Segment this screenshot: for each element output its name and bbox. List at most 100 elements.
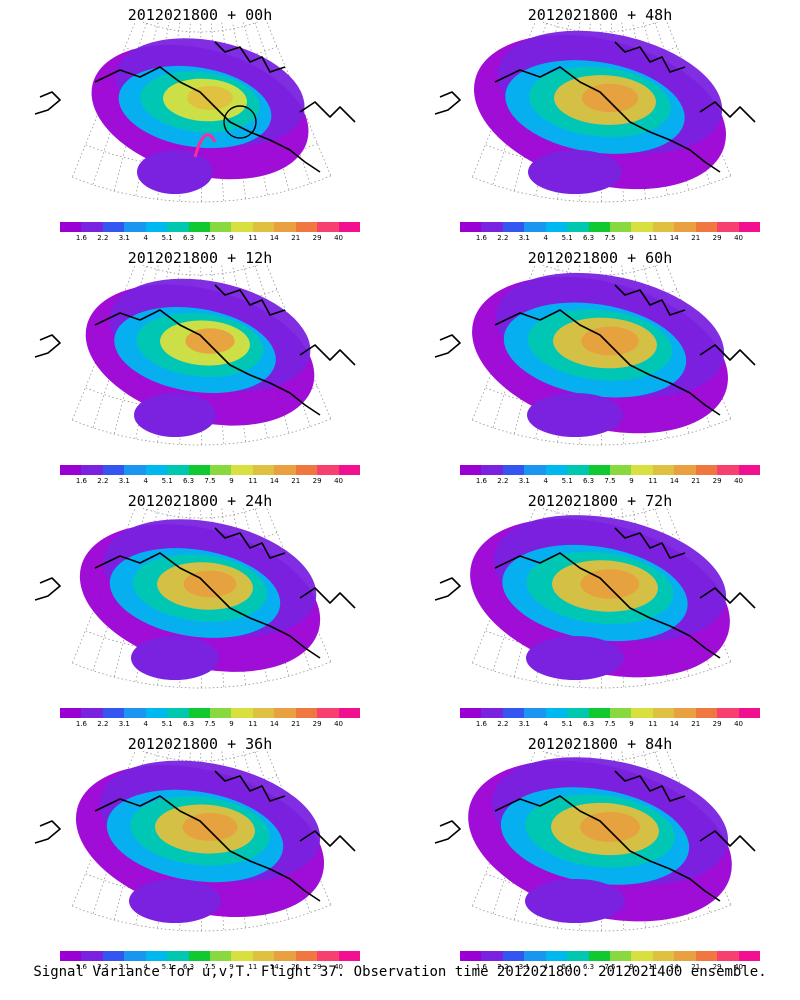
colorbar-tick-label: 40 xyxy=(734,963,744,971)
colorbar-swatch xyxy=(231,465,254,475)
colorbar-tick-label: 3.1 xyxy=(118,720,130,728)
colorbar-swatch xyxy=(295,465,318,475)
colorbar-swatch xyxy=(695,465,718,475)
colorbar-tick-label: 11 xyxy=(248,720,258,728)
map-panel: 2012021800 + 72h 1.6 2.2 3.1 4 5.1 6.3 7.5 9 11 14… xyxy=(400,486,800,731)
colorbar-tick-label: 40 xyxy=(734,720,744,728)
colorbar-swatch xyxy=(102,465,125,475)
colorbar-tick-label: 3.1 xyxy=(518,720,530,728)
colorbar-tick-label: 1.6 xyxy=(75,477,87,485)
colorbar-swatch xyxy=(481,222,504,232)
colorbar-tick-label: 5.1 xyxy=(561,963,573,971)
colorbar-swatch xyxy=(274,222,297,232)
colorbar-swatch xyxy=(695,708,718,718)
coastline xyxy=(434,41,756,173)
coastline xyxy=(434,527,756,659)
colorbar-tick-label: 1.6 xyxy=(75,963,87,971)
colorbar-tick-label: 5.1 xyxy=(161,477,173,485)
colorbar-tick-label: 9 xyxy=(229,720,234,728)
colorbar-swatch xyxy=(610,708,632,718)
colorbar-tick-label: 3.1 xyxy=(118,477,130,485)
coastline xyxy=(34,41,356,173)
colorbar-tick-label: 7.5 xyxy=(204,720,216,728)
colorbar-swatch xyxy=(481,465,504,475)
colorbar-tick-label: 2.2 xyxy=(497,477,509,485)
colorbar-swatch xyxy=(145,465,168,475)
colorbar: 1.6 2.2 3.1 4 5.1 6.3 7.5 9 11 14 21 29 40 xyxy=(60,951,361,971)
colorbar-swatch xyxy=(274,465,297,475)
colorbar: 1.6 2.2 3.1 4 5.1 6.3 7.5 9 11 14 21 29 40 xyxy=(60,708,361,728)
coastline xyxy=(434,770,756,902)
colorbar-tick-label: 1.6 xyxy=(475,477,487,485)
colorbar-swatch xyxy=(338,222,361,232)
colorbar-tick-label: 6.3 xyxy=(582,963,595,971)
colorbar-tick-label: 29 xyxy=(312,477,322,485)
colorbar-tick-label: 7.5 xyxy=(204,963,216,971)
flight-track xyxy=(193,133,217,158)
colorbar-tick-label: 6.3 xyxy=(182,963,195,971)
colorbar-swatch xyxy=(124,951,147,961)
map-panel: 2012021800 + 24h 1.6 2.2 3.1 4 5.1 6.3 7.5 9 11 14… xyxy=(0,486,400,731)
latitude-gridline xyxy=(72,904,331,932)
variance-contour-fill xyxy=(137,150,213,194)
colorbar-tick-label: 14 xyxy=(269,963,279,971)
colorbar-tick-label: 21 xyxy=(291,477,301,485)
colorbar-tick-label: 21 xyxy=(291,234,301,242)
colorbar-tick-label: 9 xyxy=(629,234,634,242)
colorbar-swatch xyxy=(652,222,675,232)
variance-contour-fill xyxy=(182,813,238,841)
colorbar-swatch xyxy=(524,951,547,961)
colorbar-swatch xyxy=(717,465,740,475)
colorbar-swatch xyxy=(167,708,190,718)
colorbar-tick-label: 7.5 xyxy=(204,477,216,485)
latitude-gridline xyxy=(72,661,331,689)
colorbar-tick-label: 3.1 xyxy=(518,963,530,971)
colorbar-swatch xyxy=(231,222,254,232)
colorbar-tick-label: 4 xyxy=(143,234,148,242)
colorbar-tick-label: 9 xyxy=(229,963,234,971)
colorbar-tick-label: 1.6 xyxy=(75,720,87,728)
colorbar-tick-label: 4 xyxy=(143,963,148,971)
colorbar-swatch xyxy=(167,222,190,232)
latitude-gridline xyxy=(472,661,731,689)
colorbar-swatch xyxy=(102,708,125,718)
colorbar-tick-label: 1.6 xyxy=(475,720,487,728)
colorbar-tick-label: 40 xyxy=(334,963,344,971)
colorbar-tick-label: 2.2 xyxy=(97,963,109,971)
colorbar-swatch xyxy=(252,708,275,718)
colorbar: 1.6 2.2 3.1 4 5.1 6.3 7.5 9 11 14 21 29 40 xyxy=(460,222,761,242)
colorbar-swatch xyxy=(210,951,232,961)
colorbar-tick-label: 2.2 xyxy=(497,720,509,728)
colorbar-swatch xyxy=(588,222,611,232)
colorbar-tick-label: 3.1 xyxy=(518,477,530,485)
colorbar-swatch xyxy=(524,708,547,718)
colorbar-tick-label: 14 xyxy=(269,720,279,728)
colorbar-swatch xyxy=(210,222,232,232)
colorbar-tick-label: 1.6 xyxy=(75,234,87,242)
colorbar-swatch xyxy=(524,465,547,475)
colorbar-tick-label: 11 xyxy=(648,234,658,242)
colorbar-swatch xyxy=(481,951,504,961)
polar-stereographic-map xyxy=(434,265,756,446)
colorbar-tick-label: 4 xyxy=(543,963,548,971)
colorbar-tick-label: 6.3 xyxy=(582,720,595,728)
latitude-gridline xyxy=(72,418,331,446)
observation-circle xyxy=(223,105,257,139)
polar-stereographic-map xyxy=(434,22,756,203)
colorbar-swatch xyxy=(524,222,547,232)
variance-contour-fill xyxy=(581,83,639,113)
colorbar-swatch xyxy=(695,951,718,961)
colorbar-tick-label: 9 xyxy=(629,963,634,971)
colorbar-tick-label: 11 xyxy=(648,477,658,485)
variance-contour-fill xyxy=(525,879,625,923)
colorbar-tick-label: 2.2 xyxy=(97,477,109,485)
panel-title: 2012021800 + 60h xyxy=(527,249,673,267)
colorbar-tick-label: 4 xyxy=(143,477,148,485)
colorbar-swatch xyxy=(738,708,761,718)
colorbar-swatch xyxy=(738,951,761,961)
colorbar-swatch xyxy=(502,951,525,961)
map-panel: 2012021800 + 48h 1.6 2.2 3.1 4 5.1 6.3 7.5 9 11 14… xyxy=(400,0,800,245)
colorbar-swatch xyxy=(674,222,697,232)
colorbar-tick-label: 2.2 xyxy=(497,234,509,242)
colorbar: 1.6 2.2 3.1 4 5.1 6.3 7.5 9 11 14 21 29 40 xyxy=(460,708,761,728)
